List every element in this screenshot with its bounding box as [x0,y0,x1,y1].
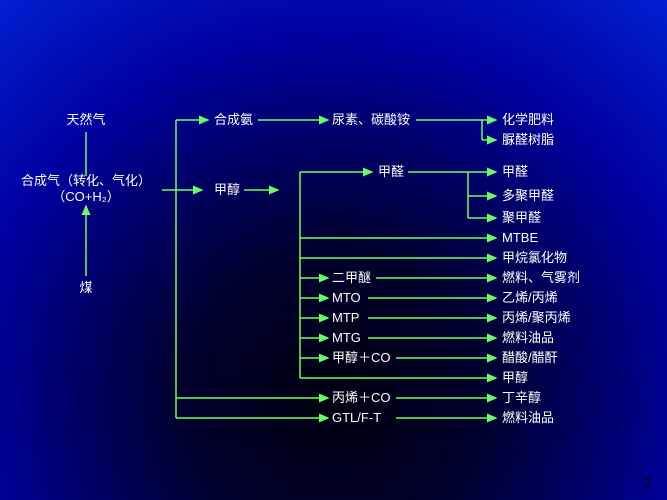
node-erjiami: 二甲醚 [332,270,371,286]
node-mtp: MTP [332,310,359,326]
node-jiawanlv: 甲烷氯化物 [502,250,567,266]
node-yixibingxi: 乙烯/丙烯 [502,290,558,306]
node-jiachun_co: 甲醇＋CO [332,350,391,366]
node-bingxi_co: 丙烯＋CO [332,390,391,406]
node-jiaquan_m: 甲醛 [378,164,404,180]
node-dingxinchun: 丁辛醇 [502,390,541,406]
node-hechengan: 合成氨 [214,112,253,128]
node-jiaquan_r: 甲醛 [502,164,528,180]
node-syngas_l2: （CO+H₂） [52,189,120,205]
node-ranliaoyoupin2: 燃料油品 [502,410,554,426]
node-cusuan: 醋酸/醋酐 [502,350,558,366]
node-jiachun_r: 甲醇 [502,370,528,386]
node-jiachun: 甲醇 [214,182,240,198]
node-mtg: MTG [332,330,361,346]
node-huaxuefeiliao: 化学肥料 [502,112,554,128]
node-duojujiaquan: 多聚甲醛 [502,188,554,204]
node-mto: MTO [332,290,361,306]
node-niaosu: 尿素、碳酸铵 [332,112,410,128]
node-mei: 煤 [79,280,92,296]
page-number: 2 [644,475,651,490]
node-gtlft: GTL/F-T [332,410,381,426]
node-tianranqi: 天然气 [66,112,105,128]
node-syngas_l1: 合成气（转化、气化） [21,173,151,189]
node-mtbe: MTBE [502,230,538,246]
node-ranliao_qwj: 燃料、气雾剂 [502,270,580,286]
node-bingxijubx: 丙烯/聚丙烯 [502,310,571,326]
node-jujiaquan: 聚甲醛 [502,210,541,226]
node-niaoqianshuzhi: 脲醛树脂 [502,132,554,148]
slide: 天然气合成气（转化、气化）（CO+H₂） 煤 合成氨甲醇 尿素、碳酸铵甲醛二甲醚 MTO… [0,0,667,500]
node-ranliaoyoupin: 燃料油品 [502,330,554,346]
